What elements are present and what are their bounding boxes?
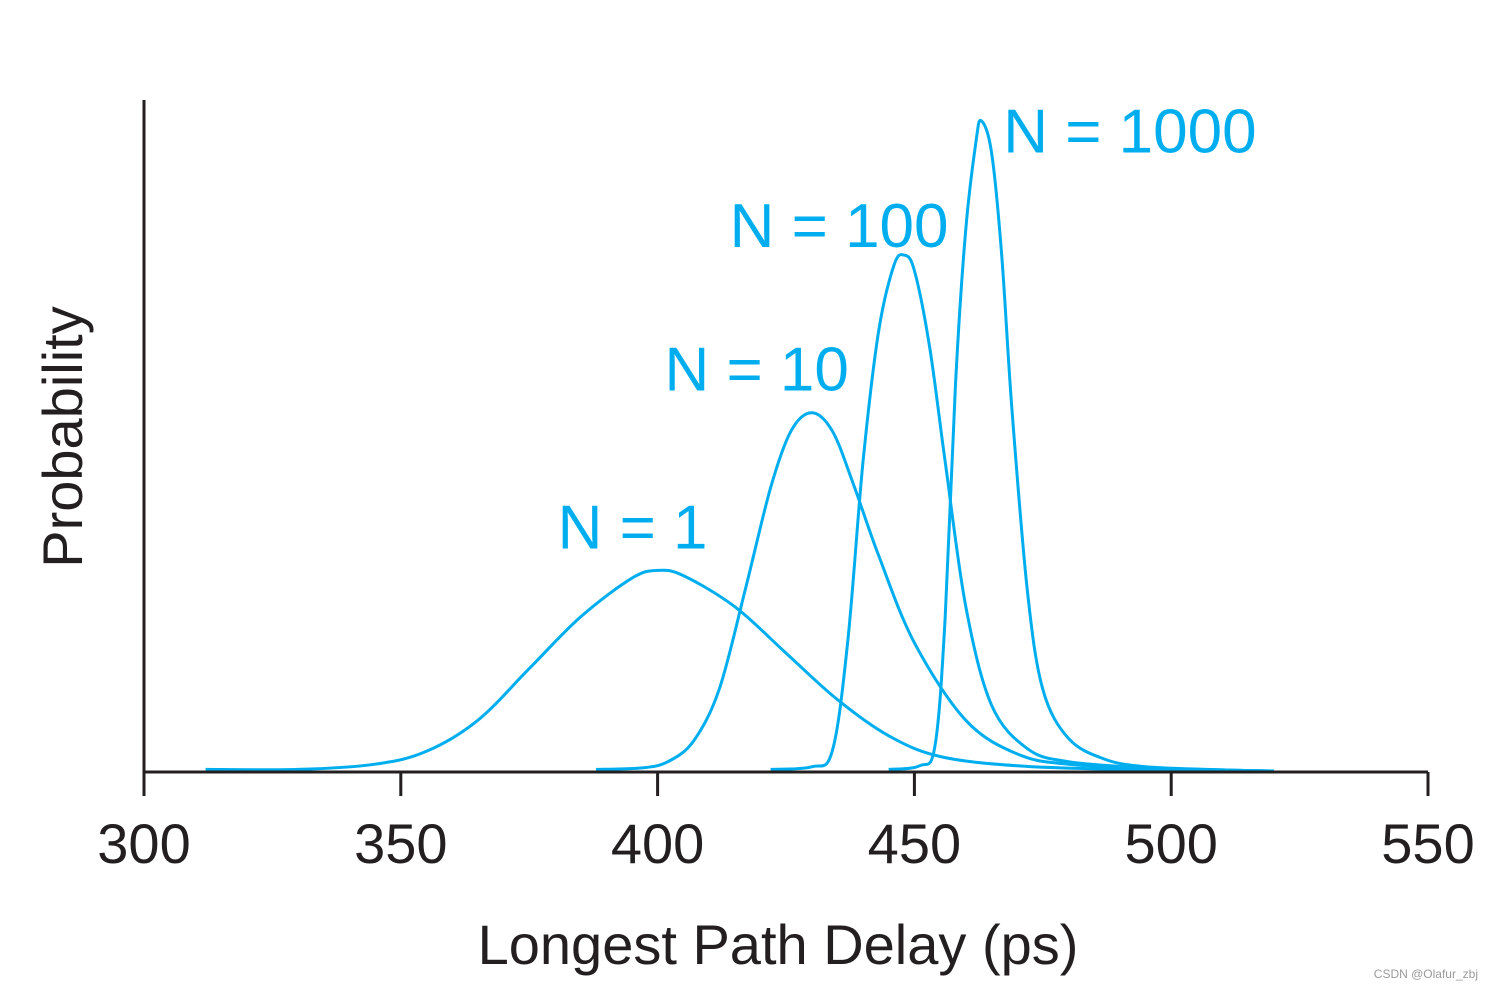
series-line-4	[888, 118, 1274, 773]
x-tick-label: 500	[1124, 812, 1217, 875]
watermark: CSDN @Olafur_zbj	[1373, 967, 1478, 981]
series-labels-group: N = 1 N = 10 N = 100 N = 1000	[558, 98, 1257, 563]
x-tick-label: 350	[354, 812, 447, 875]
series-label-4: N = 1000	[1003, 98, 1256, 167]
series-group	[205, 118, 1274, 773]
x-axis-title: Longest Path Delay (ps)	[478, 913, 1079, 976]
series-label-2: N = 10	[664, 336, 848, 405]
series-label-3: N = 100	[730, 192, 949, 261]
series-label-1: N = 1	[558, 493, 708, 562]
x-tick-label: 300	[97, 812, 190, 875]
series-line-1	[205, 568, 1274, 773]
axes-group	[142, 100, 1428, 774]
x-tick-label: 550	[1381, 812, 1474, 875]
x-tick-label: 450	[868, 812, 961, 875]
y-axis-title: Probability	[31, 306, 94, 567]
x-ticks-group: 300 350 400 450 500 550	[97, 772, 1475, 875]
series-line-3	[770, 253, 1264, 773]
x-tick-label: 400	[611, 812, 704, 875]
series-line-2	[595, 411, 1274, 773]
